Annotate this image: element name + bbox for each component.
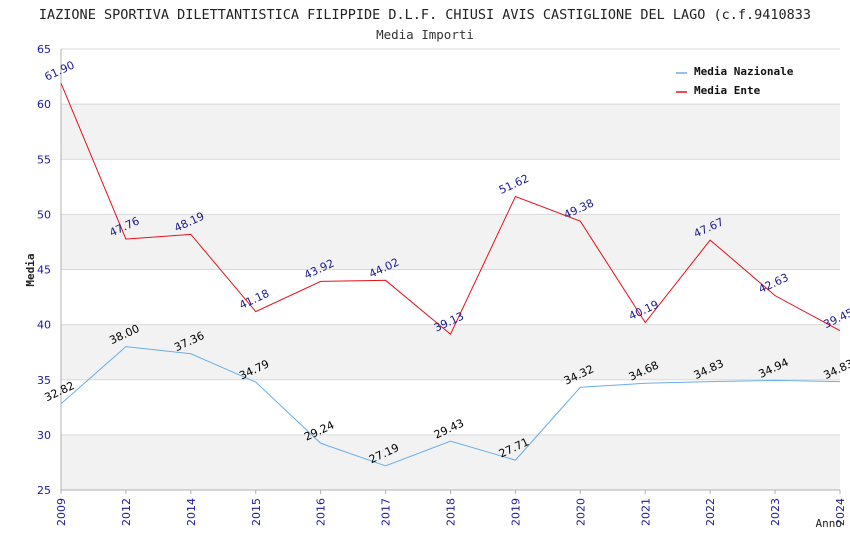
x-axis-label: Anno bbox=[816, 517, 843, 530]
data-label-ente: 51.62 bbox=[497, 172, 531, 197]
x-tick-label: 2018 bbox=[445, 498, 458, 526]
y-tick-label: 25 bbox=[37, 484, 51, 497]
x-tick-label: 2019 bbox=[509, 498, 522, 526]
x-tick-label: 2016 bbox=[315, 498, 328, 526]
plot-band bbox=[61, 214, 840, 270]
y-tick-label: 55 bbox=[37, 153, 51, 166]
legend-box bbox=[670, 60, 810, 102]
y-tick-label: 30 bbox=[37, 429, 51, 442]
data-label-ente: 61.90 bbox=[42, 58, 76, 83]
y-tick-label: 50 bbox=[37, 208, 51, 221]
x-tick-label: 2014 bbox=[185, 498, 198, 526]
x-tick-label: 2022 bbox=[704, 498, 717, 526]
data-label-ente: 42.63 bbox=[757, 271, 791, 296]
x-tick-label: 2023 bbox=[769, 498, 782, 526]
x-tick-label: 2021 bbox=[639, 498, 652, 526]
series-line-ente bbox=[60, 82, 841, 336]
y-tick-label: 45 bbox=[37, 264, 51, 277]
x-tick-label: 2012 bbox=[120, 498, 133, 526]
y-tick-labels: 25 30 35 40 45 50 55 60 65 bbox=[37, 43, 51, 497]
plot-band bbox=[61, 104, 840, 160]
legend-label-national: Media Nazionale bbox=[694, 65, 794, 78]
x-tick-label: 2024 bbox=[834, 498, 847, 526]
series-line-national bbox=[60, 346, 841, 467]
y-tick-label: 35 bbox=[37, 374, 51, 387]
y-tick-label: 40 bbox=[37, 319, 51, 332]
chart-title: IAZIONE SPORTIVA DILETTANTISTICA FILIPPI… bbox=[39, 7, 811, 23]
x-tick-label: 2015 bbox=[250, 498, 263, 526]
series-lines bbox=[60, 82, 841, 467]
x-tick-label: 2017 bbox=[380, 498, 393, 526]
plot-band bbox=[61, 434, 840, 490]
plot-bands bbox=[61, 104, 840, 490]
chart-subtitle: Media Importi bbox=[376, 27, 474, 42]
legend-label-ente: Media Ente bbox=[694, 84, 761, 97]
y-tick-label: 60 bbox=[37, 98, 51, 111]
legend: Media Nazionale Media Ente bbox=[670, 60, 810, 102]
data-label-ente: 41.18 bbox=[237, 287, 271, 312]
y-axis-label: Media bbox=[24, 253, 37, 286]
y-tick-label: 65 bbox=[37, 43, 51, 56]
x-tick-label: 2020 bbox=[574, 498, 587, 526]
x-tick-labels: 2009 2012 2014 2015 2016 2017 2018 2019 2020 2021… bbox=[55, 490, 847, 526]
x-tick-label: 2009 bbox=[55, 498, 68, 526]
